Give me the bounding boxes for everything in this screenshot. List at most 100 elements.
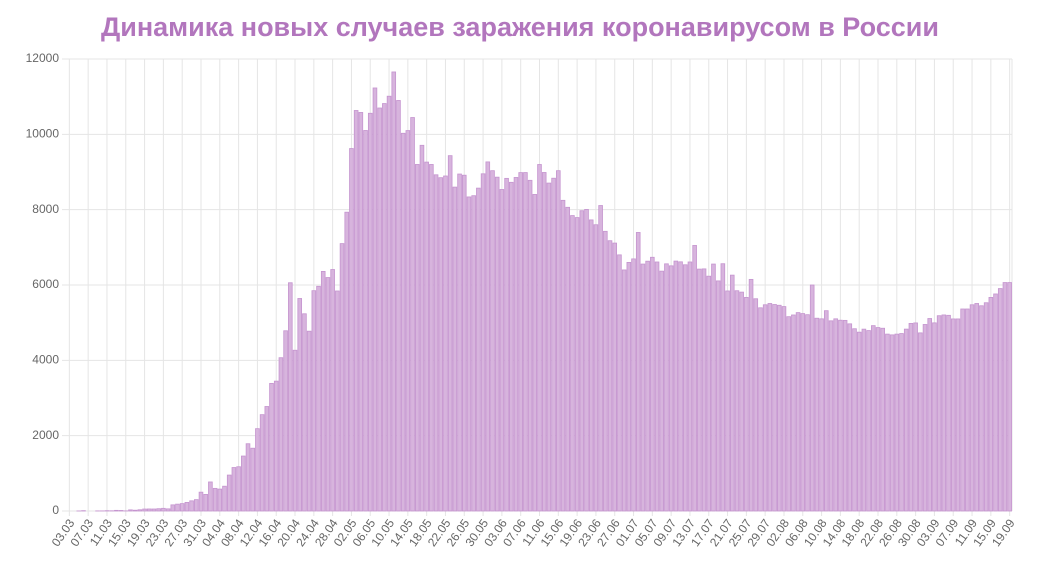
bar bbox=[668, 265, 674, 512]
bar bbox=[574, 217, 580, 512]
bar bbox=[781, 306, 787, 512]
bar bbox=[913, 322, 918, 512]
bar bbox=[273, 380, 279, 512]
bar bbox=[461, 174, 467, 512]
bar bbox=[946, 314, 951, 512]
bar bbox=[965, 308, 970, 512]
bar bbox=[297, 298, 303, 512]
bar bbox=[509, 181, 514, 512]
bar bbox=[635, 232, 641, 512]
bar bbox=[132, 509, 138, 512]
bar bbox=[903, 328, 909, 512]
bar bbox=[748, 278, 754, 512]
bar bbox=[631, 258, 636, 512]
bar bbox=[222, 485, 227, 512]
bar bbox=[612, 242, 618, 512]
bar bbox=[725, 290, 730, 512]
bar bbox=[993, 293, 998, 512]
bar bbox=[156, 508, 161, 512]
bar bbox=[179, 503, 185, 512]
bar bbox=[292, 349, 298, 512]
bar bbox=[814, 317, 820, 512]
bar bbox=[146, 508, 152, 512]
bar bbox=[165, 508, 171, 512]
bar bbox=[842, 319, 848, 512]
bar bbox=[142, 508, 147, 512]
bar bbox=[960, 308, 965, 512]
bar bbox=[433, 174, 439, 512]
bar bbox=[198, 491, 204, 512]
bar bbox=[452, 186, 458, 512]
bar bbox=[927, 318, 933, 512]
bar bbox=[311, 290, 317, 512]
bar bbox=[367, 112, 373, 512]
bar bbox=[288, 282, 293, 512]
bar bbox=[405, 130, 411, 512]
bar bbox=[988, 297, 994, 512]
bar bbox=[556, 170, 561, 512]
y-tick-label: 0 bbox=[52, 503, 59, 517]
bar bbox=[212, 487, 218, 512]
bar bbox=[499, 189, 505, 512]
bar bbox=[692, 245, 697, 512]
bar bbox=[974, 303, 980, 512]
bar bbox=[349, 148, 354, 512]
bar bbox=[979, 305, 984, 512]
bar bbox=[537, 164, 542, 512]
bar bbox=[170, 504, 176, 512]
bar bbox=[565, 206, 570, 512]
bar bbox=[269, 382, 274, 512]
bar bbox=[899, 333, 904, 512]
bar bbox=[607, 240, 613, 512]
bar bbox=[419, 144, 425, 512]
bar bbox=[617, 254, 622, 512]
bar bbox=[997, 288, 1003, 512]
bar bbox=[687, 261, 693, 512]
bar bbox=[400, 132, 406, 512]
bar bbox=[480, 173, 486, 512]
bar bbox=[189, 500, 194, 512]
bar bbox=[485, 161, 491, 512]
bar bbox=[598, 205, 603, 512]
bar bbox=[645, 260, 650, 512]
bar bbox=[866, 330, 871, 512]
bar bbox=[151, 508, 157, 512]
bar bbox=[673, 260, 679, 512]
bar bbox=[410, 117, 415, 512]
bar bbox=[621, 269, 627, 512]
bar bbox=[941, 314, 947, 512]
bar bbox=[382, 103, 387, 512]
bar bbox=[880, 327, 885, 512]
bar bbox=[659, 270, 665, 512]
bar bbox=[245, 443, 251, 512]
bar bbox=[414, 164, 420, 512]
bar bbox=[259, 414, 265, 512]
bar bbox=[819, 318, 824, 512]
bar bbox=[1002, 282, 1008, 512]
bar bbox=[523, 172, 528, 512]
bar bbox=[650, 256, 655, 512]
bar bbox=[918, 332, 923, 512]
bar bbox=[603, 230, 608, 512]
bar bbox=[490, 170, 495, 512]
bar bbox=[457, 173, 462, 512]
bar bbox=[255, 428, 260, 512]
bar bbox=[809, 284, 815, 512]
bar bbox=[386, 95, 392, 512]
bar bbox=[744, 296, 749, 512]
bar bbox=[682, 264, 688, 512]
bar bbox=[762, 304, 768, 512]
bar bbox=[889, 334, 895, 512]
y-tick-label: 8000 bbox=[32, 202, 59, 216]
bar bbox=[278, 357, 284, 512]
bar bbox=[264, 406, 270, 512]
bar bbox=[194, 499, 199, 512]
bar bbox=[805, 314, 810, 512]
bar bbox=[372, 87, 378, 512]
bar bbox=[800, 313, 806, 512]
bar bbox=[701, 268, 707, 512]
bar bbox=[753, 298, 759, 512]
bar bbox=[344, 211, 350, 512]
bar bbox=[932, 322, 937, 512]
